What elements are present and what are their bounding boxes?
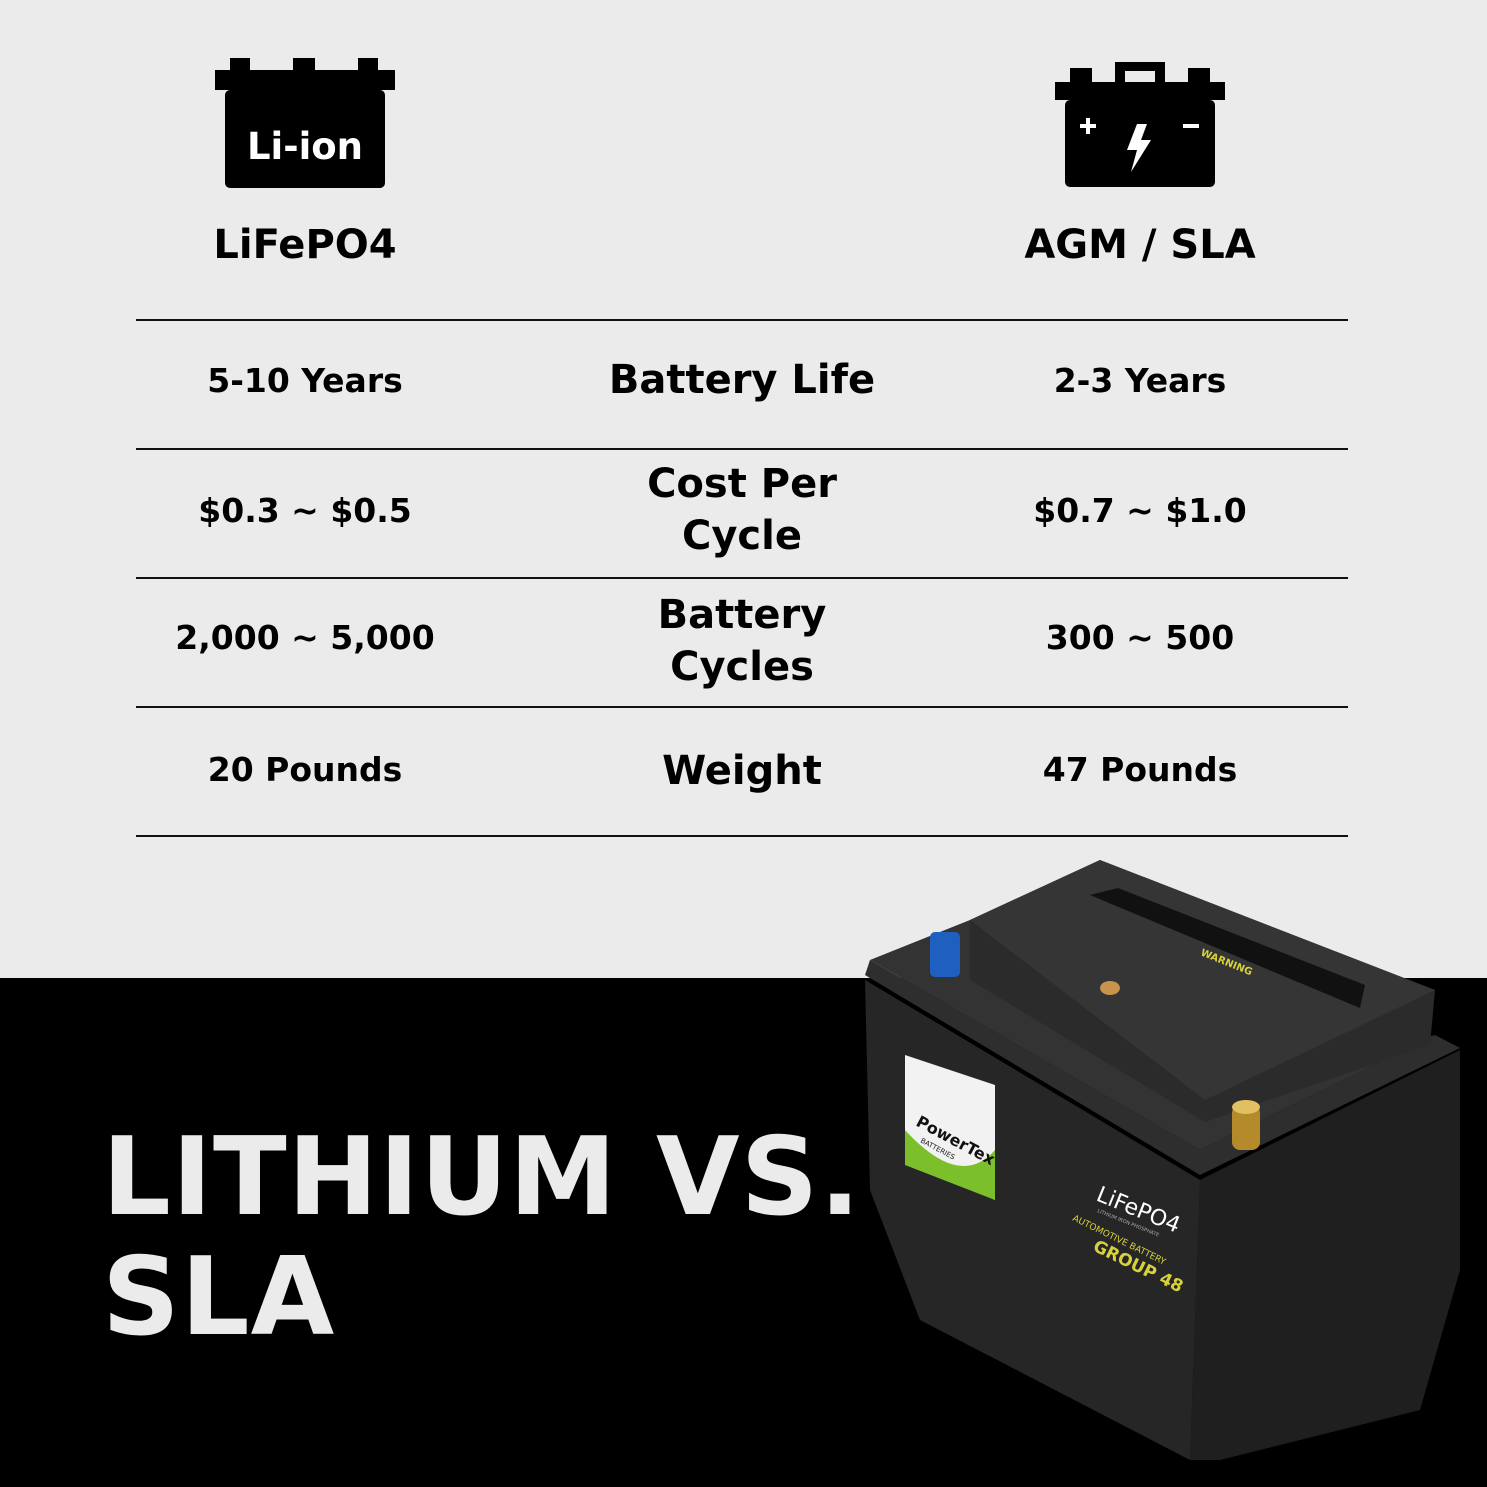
divider [136, 835, 1348, 837]
agm-sla-heading: AGM / SLA [1024, 222, 1256, 268]
divider [136, 577, 1348, 579]
page-title: LITHIUM VS. SLA [102, 1118, 861, 1358]
divider [136, 448, 1348, 450]
lifepo4-battery-product-image: WARNING PowerTex BATTERIES LiFePO4 LITHI… [865, 860, 1460, 1460]
lifepo4-heading: LiFePO4 [213, 222, 397, 268]
row-label-weight: Weight [662, 748, 822, 794]
lifepo4-battery-cycles: 2,000 ~ 5,000 [175, 617, 435, 657]
lifepo4-weight: 20 Pounds [207, 749, 403, 789]
divider [136, 706, 1348, 708]
sla-battery-life: 2-3 Years [1053, 360, 1227, 400]
lifepo4-cost-per-cycle: $0.3 ~ $0.5 [198, 490, 412, 530]
li-ion-battery-icon: Li-ion [215, 58, 395, 188]
lifepo4-battery-life: 5-10 Years [207, 360, 403, 400]
title-line-2: SLA [102, 1235, 336, 1360]
row-label-battery-life: Battery Life [608, 357, 876, 403]
li-ion-icon-text: Li-ion [247, 125, 363, 168]
divider [136, 319, 1348, 321]
car-battery-icon [1055, 62, 1225, 187]
row-label-cost-per-cycle: Cost Per Cycle [647, 461, 837, 559]
sla-weight: 47 Pounds [1042, 749, 1238, 789]
title-line-1: LITHIUM VS. [102, 1115, 862, 1240]
row-label-battery-cycles: Battery Cycles [657, 592, 827, 690]
sla-battery-cycles: 300 ~ 500 [1045, 617, 1235, 657]
sla-cost-per-cycle: $0.7 ~ $1.0 [1033, 490, 1247, 530]
